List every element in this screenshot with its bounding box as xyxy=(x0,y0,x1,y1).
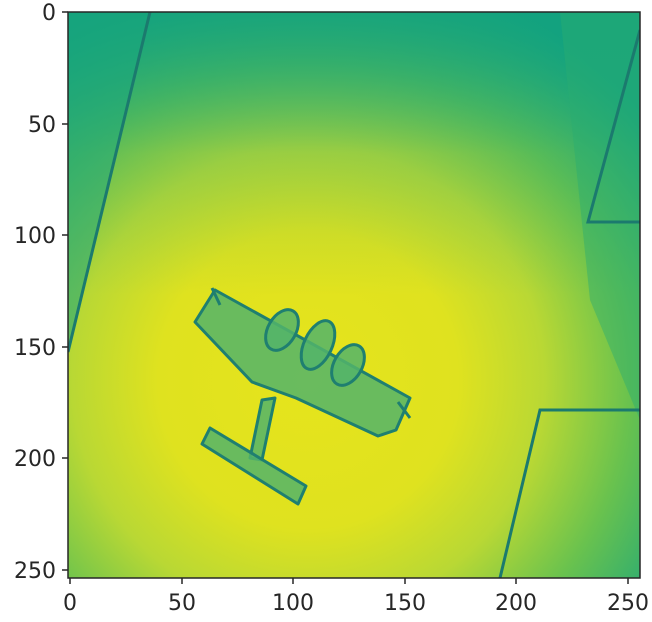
y-tick-label: 100 xyxy=(14,224,56,249)
x-tick-label: 200 xyxy=(495,591,537,616)
x-axis: 0 50 100 150 200 250 xyxy=(63,578,649,616)
airplane-silhouette xyxy=(193,287,412,506)
x-tick-label: 0 xyxy=(63,591,77,616)
axes-frame xyxy=(67,11,641,579)
y-tick-label: 0 xyxy=(42,1,56,26)
x-tick-label: 100 xyxy=(272,591,314,616)
y-tick-label: 50 xyxy=(28,113,56,138)
x-tick-label: 50 xyxy=(168,591,196,616)
y-axis: 0 50 100 150 200 250 xyxy=(14,1,68,584)
x-tick-label: 150 xyxy=(384,591,426,616)
y-tick-label: 250 xyxy=(14,559,56,584)
y-tick-label: 200 xyxy=(14,447,56,472)
y-tick-label: 150 xyxy=(14,336,56,361)
heatmap-image xyxy=(68,12,640,578)
x-tick-label: 250 xyxy=(607,591,649,616)
runway-edge-lines xyxy=(68,12,640,578)
